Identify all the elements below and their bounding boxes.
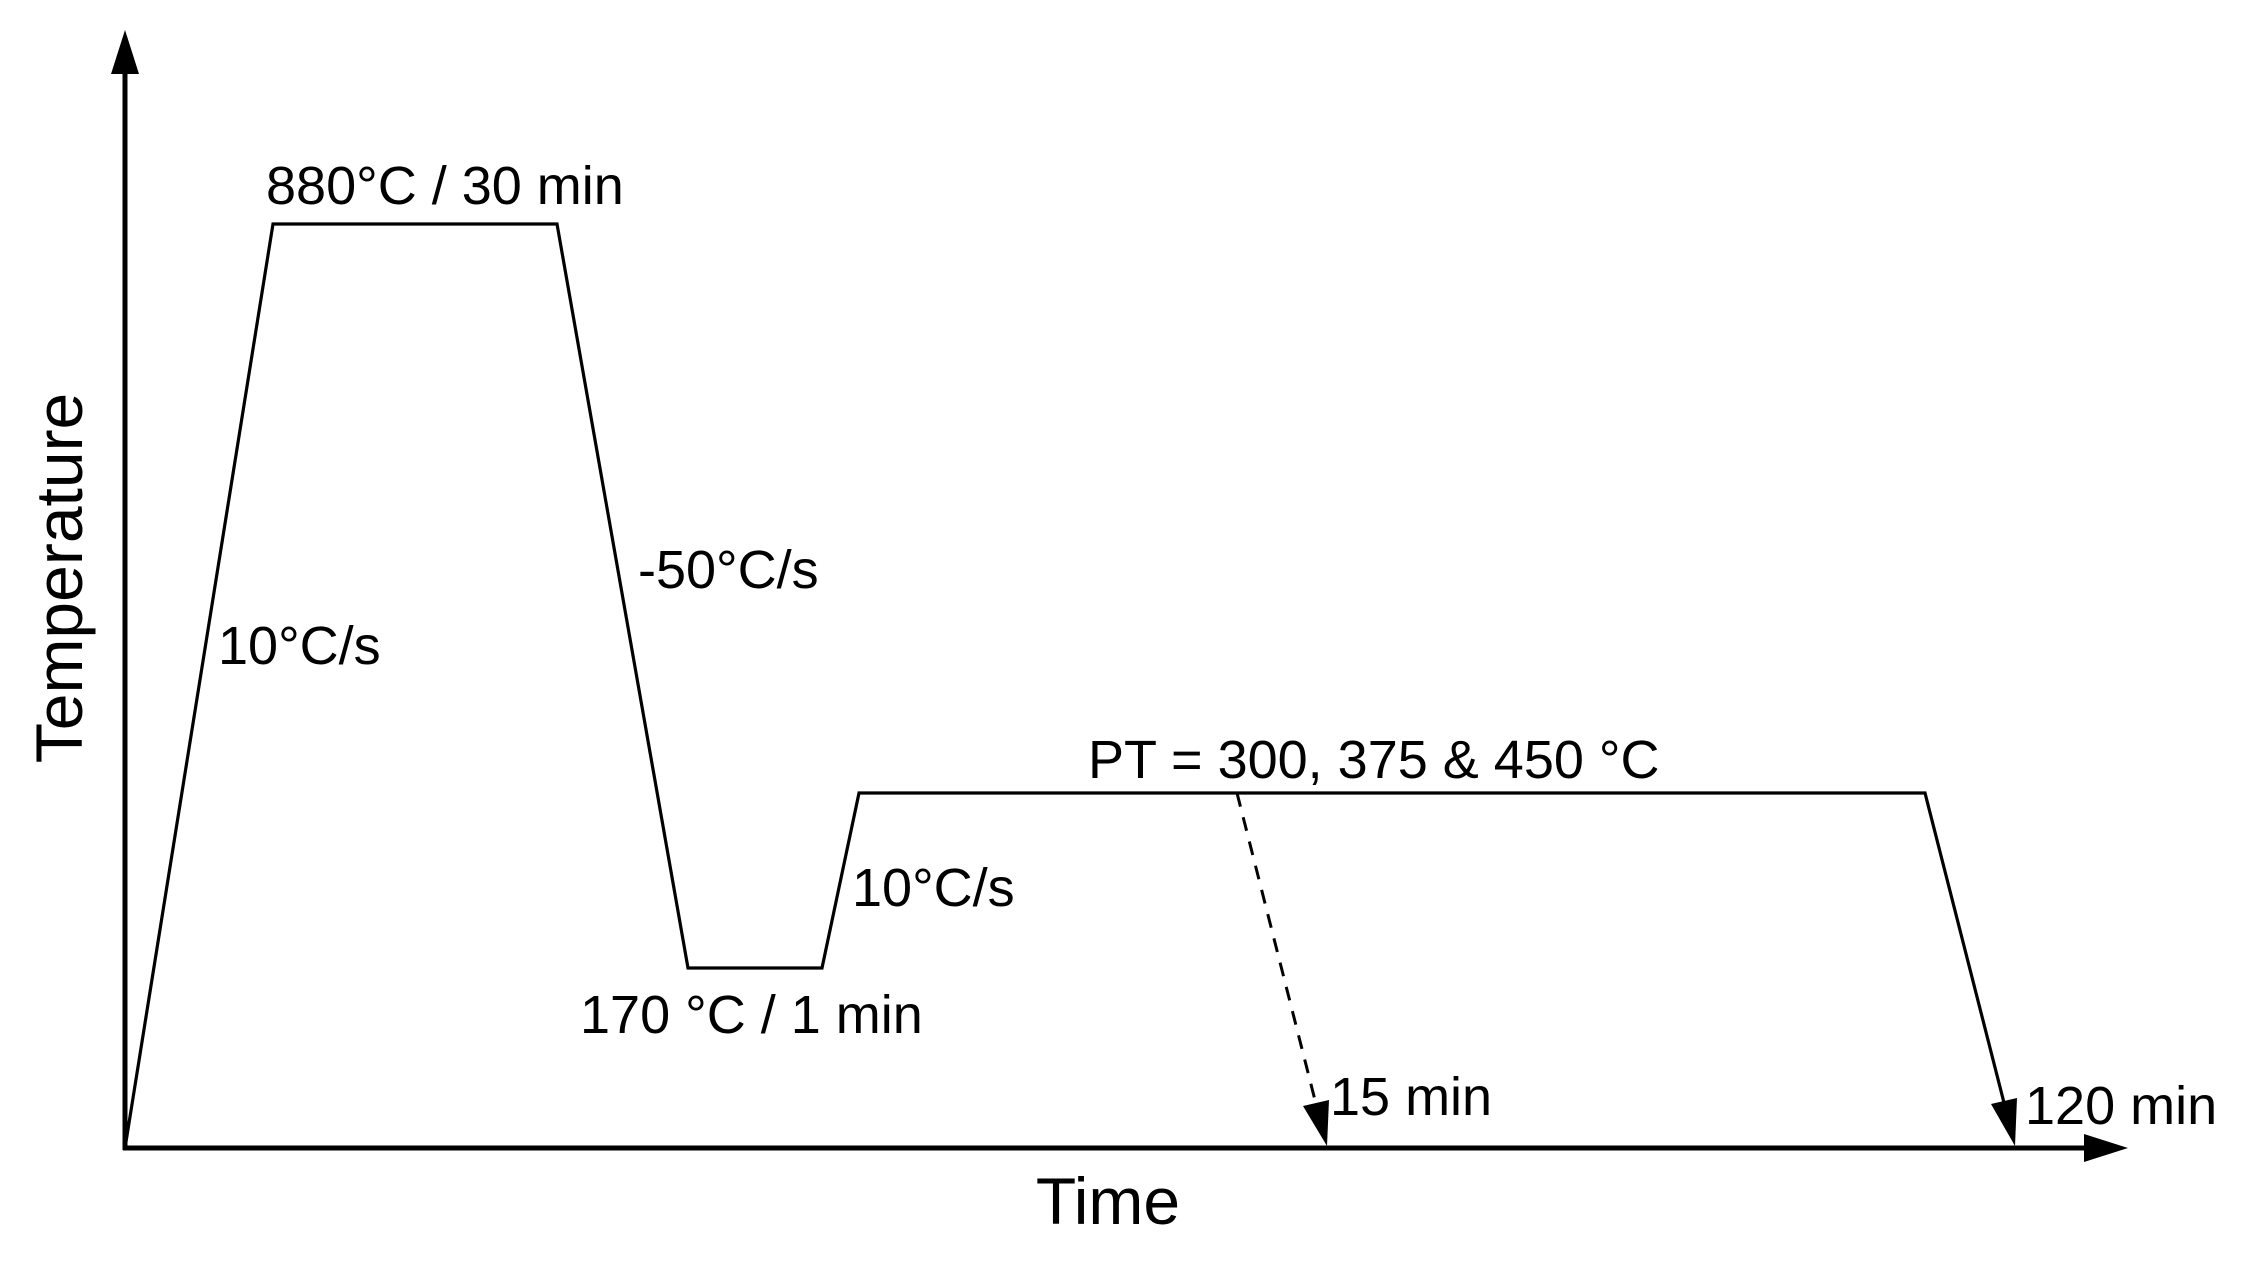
partition-temps-label: PT = 300, 375 & 450 °C xyxy=(1088,730,1659,790)
austenitize-label: 880°C / 30 min xyxy=(266,156,624,216)
y-axis-arrowhead xyxy=(111,30,139,74)
short-partition-arrowhead xyxy=(1303,1100,1329,1146)
quench-hold-label: 170 °C / 1 min xyxy=(580,985,923,1045)
x-axis-arrowhead xyxy=(2084,1134,2128,1162)
partition-short-label: 15 min xyxy=(1330,1067,1492,1127)
quench-rate-label: -50°C/s xyxy=(638,540,819,600)
reheat-rate-label: 10°C/s xyxy=(852,858,1015,918)
y-axis-title: Temperature xyxy=(22,393,96,764)
x-axis-title: Time xyxy=(1036,1164,1180,1238)
long-partition-arrowhead xyxy=(1991,1098,2017,1146)
heating-rate-label: 10°C/s xyxy=(218,616,381,676)
partition-long-label: 120 min xyxy=(2025,1076,2217,1136)
short-partition-dashed-line xyxy=(1235,792,1320,1113)
thermal-profile-line xyxy=(123,222,2015,1149)
